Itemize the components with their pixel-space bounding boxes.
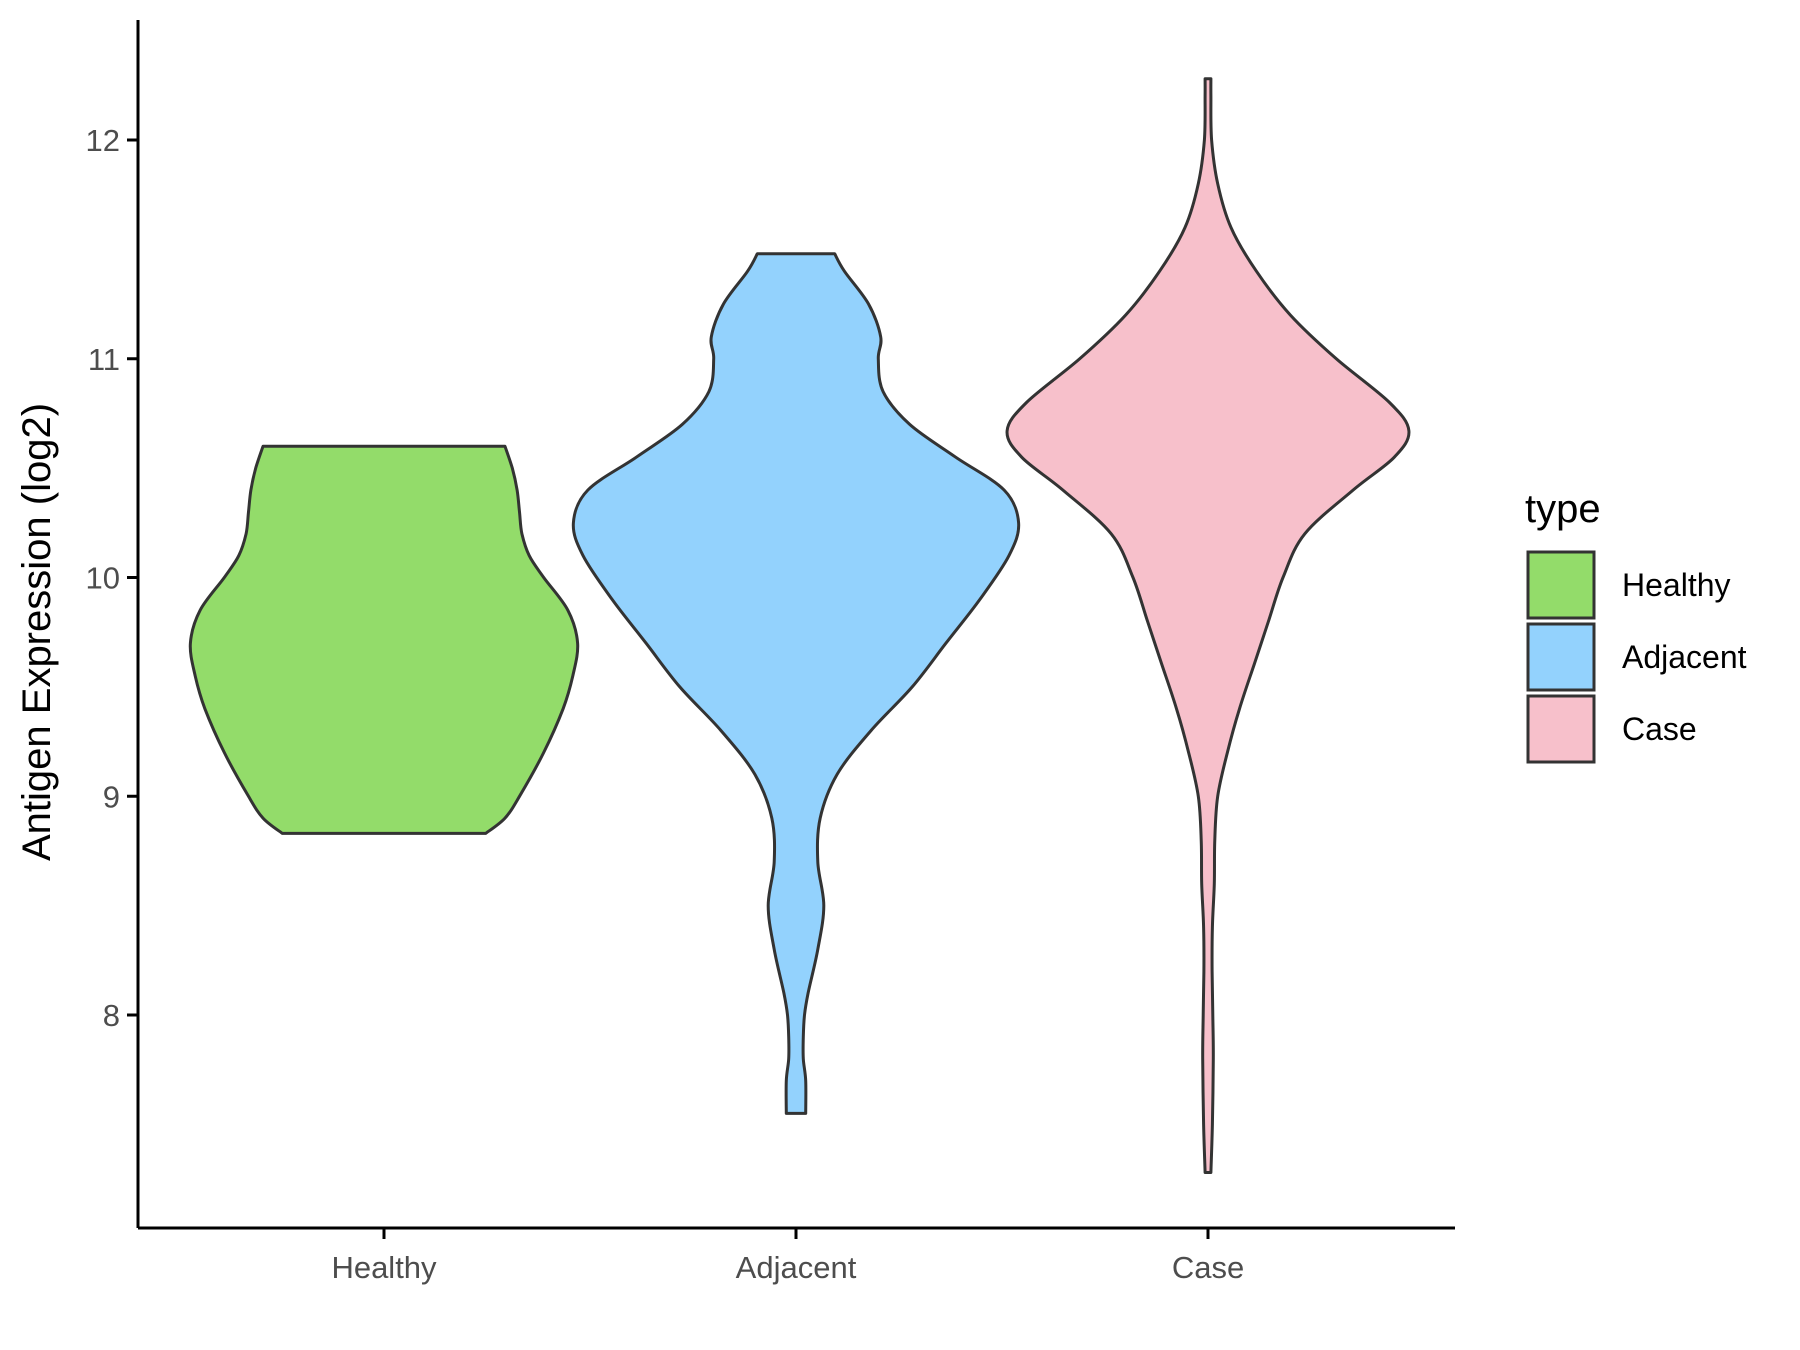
legend-label-healthy: Healthy bbox=[1622, 567, 1731, 603]
y-tick-label: 9 bbox=[103, 779, 120, 814]
violins-layer bbox=[188, 77, 1411, 1174]
legend-label-case: Case bbox=[1622, 711, 1697, 747]
y-tick-label: 10 bbox=[86, 561, 120, 596]
x-tick-label-adjacent: Adjacent bbox=[736, 1250, 857, 1285]
legend-label-adjacent: Adjacent bbox=[1622, 639, 1747, 675]
x-ticks: Healthy Adjacent Case bbox=[331, 1228, 1244, 1285]
y-tick-label: 8 bbox=[103, 998, 120, 1033]
legend-items: Healthy Adjacent Case bbox=[1526, 550, 1747, 764]
y-axis-title: Antigen Expression (log2) bbox=[15, 403, 59, 861]
legend-key-case bbox=[1526, 694, 1596, 764]
legend: type Healthy Adjacent Case bbox=[1525, 487, 1747, 764]
violin-healthy bbox=[188, 444, 580, 835]
y-tick-label: 12 bbox=[86, 123, 120, 158]
legend-title: type bbox=[1525, 487, 1601, 531]
x-tick-label-healthy: Healthy bbox=[331, 1250, 437, 1285]
legend-key-healthy bbox=[1526, 550, 1596, 620]
y-tick-label: 11 bbox=[88, 342, 120, 377]
y-ticks: 8 9 10 11 12 bbox=[86, 123, 138, 1033]
x-tick-label-case: Case bbox=[1172, 1250, 1244, 1285]
legend-key-adjacent bbox=[1526, 622, 1596, 692]
violin-adjacent bbox=[571, 252, 1021, 1115]
violin-case bbox=[1005, 77, 1411, 1174]
